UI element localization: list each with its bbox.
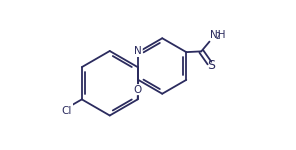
Text: 2: 2: [215, 32, 220, 41]
Text: O: O: [134, 85, 142, 95]
Text: Cl: Cl: [61, 106, 71, 117]
Text: S: S: [207, 59, 215, 72]
Text: N: N: [134, 46, 142, 56]
Text: NH: NH: [210, 30, 226, 40]
